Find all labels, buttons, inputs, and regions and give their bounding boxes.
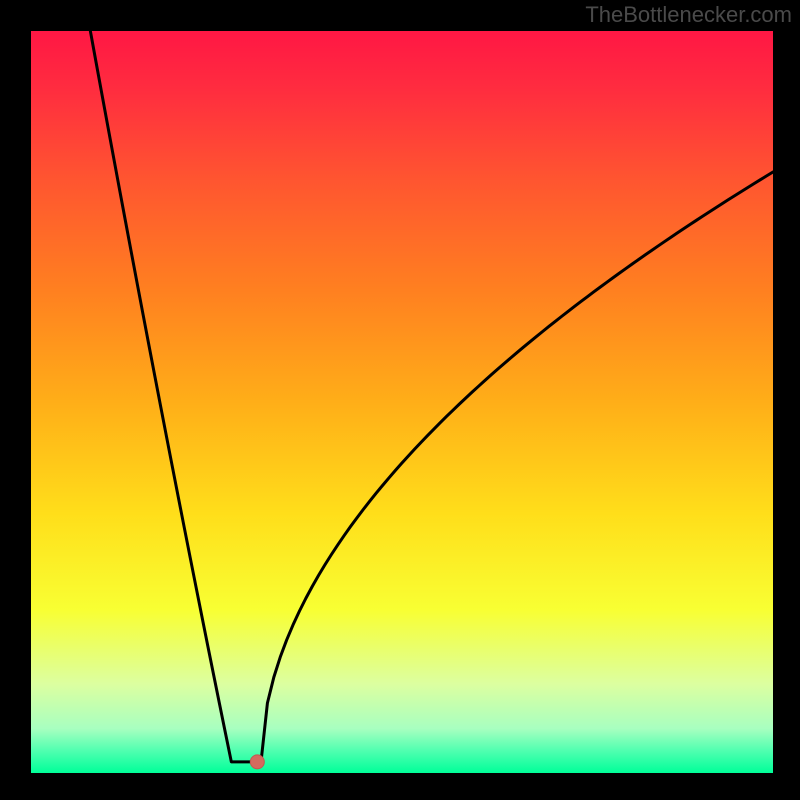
bottleneck-chart: TheBottlenecker.com [0, 0, 800, 800]
chart-svg [0, 0, 800, 800]
watermark-text: TheBottlenecker.com [585, 2, 792, 28]
optimal-point-marker [250, 755, 264, 769]
